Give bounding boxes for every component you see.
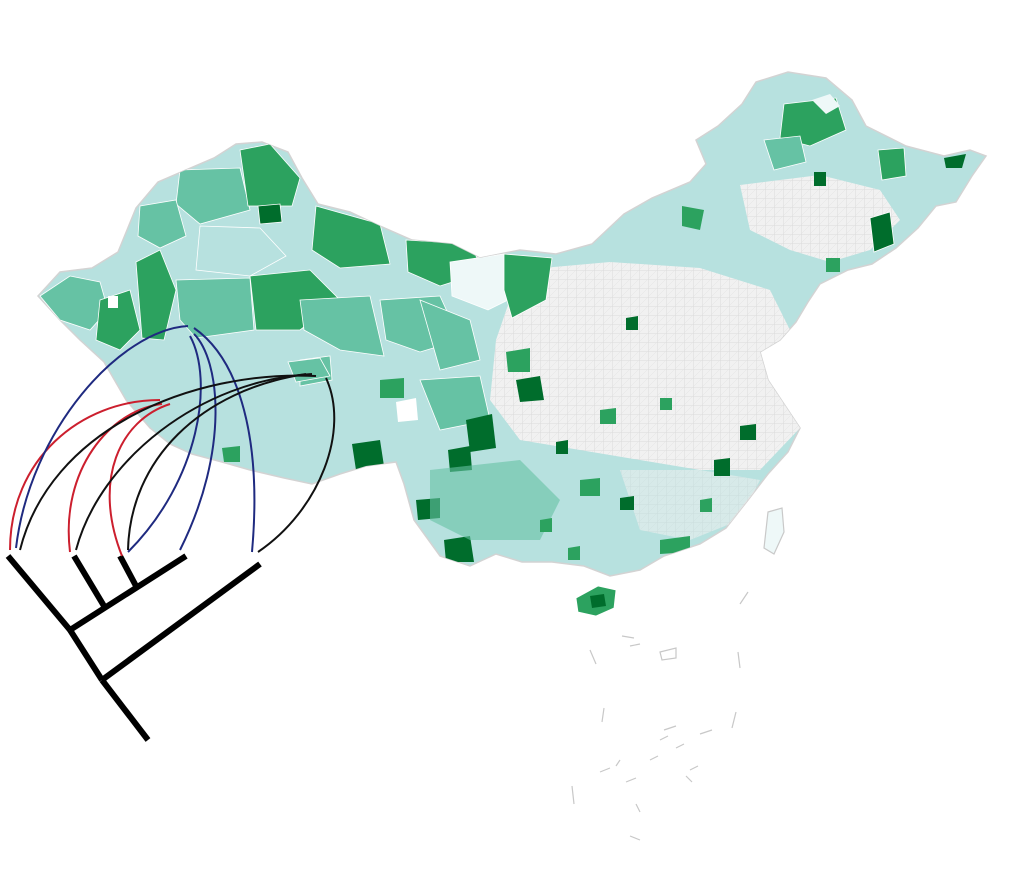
china-map	[37, 71, 987, 841]
region	[175, 277, 255, 339]
choropleth-regions	[39, 94, 966, 562]
region	[814, 172, 826, 186]
arc-blue	[15, 325, 189, 549]
region	[352, 440, 384, 470]
region	[660, 536, 690, 554]
arc-blue	[127, 335, 202, 553]
region	[299, 295, 385, 357]
region	[568, 546, 580, 560]
south-china-sea-islands	[571, 591, 749, 841]
region	[580, 478, 600, 496]
phylogenetic-tree	[5, 553, 262, 742]
region	[448, 446, 472, 472]
region	[430, 460, 560, 540]
region	[503, 253, 553, 319]
region	[380, 378, 404, 398]
region	[944, 154, 966, 168]
arc-blue	[193, 327, 256, 553]
region	[763, 135, 807, 171]
arc-black	[75, 373, 313, 551]
arc-red	[108, 403, 171, 557]
arc-blue	[179, 333, 217, 551]
northeast-county-grid	[740, 175, 900, 262]
region	[714, 458, 730, 476]
region	[556, 440, 568, 454]
region	[466, 414, 496, 452]
region	[135, 249, 177, 341]
region	[506, 348, 530, 372]
hainan-region	[590, 594, 606, 608]
region	[700, 498, 712, 512]
region	[108, 296, 118, 308]
region	[396, 398, 418, 422]
region	[660, 398, 672, 410]
arc-black	[19, 374, 317, 551]
southeast-county-grid	[620, 470, 760, 540]
tree-branch	[68, 553, 188, 633]
arc-black	[127, 373, 307, 551]
tree-root-branch	[99, 678, 151, 742]
tree-branch	[117, 554, 139, 588]
region	[600, 408, 616, 424]
tree-branch	[5, 554, 73, 632]
tree-branch	[100, 561, 262, 683]
region	[626, 316, 638, 330]
arc-black	[257, 377, 336, 553]
region	[826, 258, 840, 272]
region	[620, 496, 634, 510]
region	[239, 143, 301, 207]
region	[95, 289, 141, 351]
migration-arcs	[9, 325, 336, 557]
arc-red	[67, 403, 163, 553]
eastern-county-grid	[490, 262, 800, 470]
region	[222, 446, 240, 462]
region	[682, 206, 704, 230]
region	[137, 199, 187, 249]
region	[419, 299, 481, 371]
region	[869, 211, 895, 253]
region	[449, 253, 517, 311]
tree-branch	[67, 628, 105, 682]
taiwan	[763, 507, 785, 555]
region	[175, 167, 251, 225]
region	[195, 225, 287, 277]
region	[444, 536, 474, 562]
arc-red	[9, 399, 161, 551]
region	[516, 376, 544, 402]
region	[812, 94, 840, 114]
region	[540, 518, 552, 532]
region	[257, 203, 283, 225]
region	[877, 147, 907, 181]
tree-branch	[71, 554, 107, 608]
region	[740, 424, 756, 440]
